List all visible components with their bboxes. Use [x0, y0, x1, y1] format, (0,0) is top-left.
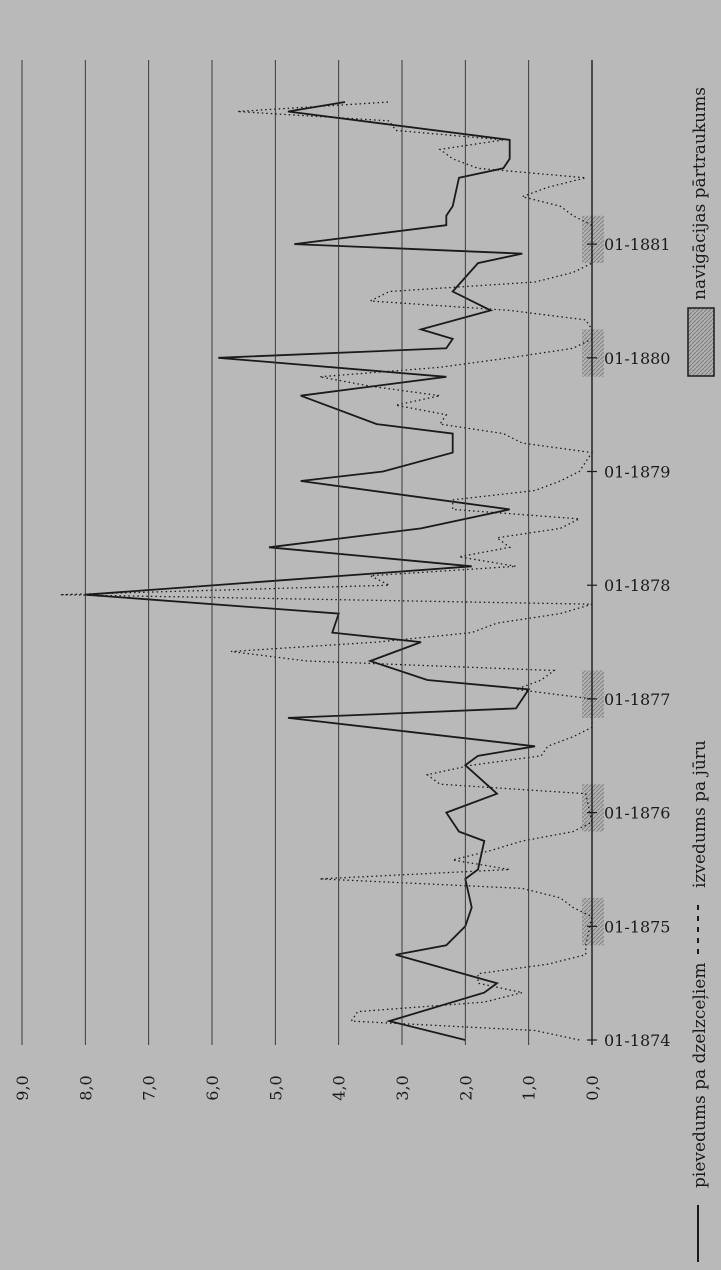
y-tick-label: 8,0: [76, 1075, 95, 1100]
x-tick-label: 01-1877: [604, 690, 670, 709]
series-line-railway: [85, 101, 536, 1041]
y-tick-label: 7,0: [140, 1075, 159, 1100]
legend-label-railway: pievedums pa dzelzceļiem: [690, 963, 710, 1188]
series-line-sea: [59, 101, 594, 1041]
y-tick-label: 6,0: [203, 1075, 222, 1100]
y-tick-label: 4,0: [330, 1075, 349, 1100]
navigation-break-band: [582, 215, 604, 264]
navigation-break-band: [582, 670, 604, 718]
x-tick-label: 01-1876: [604, 804, 670, 823]
legend-label-sea: izvedums pa jūru: [690, 740, 710, 888]
y-tick-label: 2,0: [456, 1075, 475, 1100]
plot-area: [59, 101, 604, 1041]
y-tick-label: 1,0: [520, 1075, 539, 1100]
x-tick-label: 01-1880: [604, 349, 670, 368]
legend: pievedums pa dzelzceļiem izvedums pa jūr…: [687, 87, 715, 1262]
axes: 0,0 1,0 2,0 3,0 4,0 5,0 6,0 7,0 8,0 9,0 01-1874 01-…: [13, 60, 670, 1101]
x-tick-label: 01-1879: [604, 463, 670, 482]
navigation-break-band: [582, 329, 604, 377]
legend-label-navigation-break: navigācijas pārtraukums: [690, 87, 710, 300]
y-tick-label: 9,0: [13, 1075, 32, 1100]
y-tick-label: 3,0: [393, 1075, 412, 1100]
navigation-break-band: [582, 784, 604, 832]
x-tick-label: 01-1881: [604, 235, 670, 254]
x-tick-label: 01-1875: [604, 917, 670, 936]
y-tick-label: 0,0: [583, 1075, 602, 1100]
y-tick-label: 5,0: [266, 1075, 285, 1100]
x-tick-label: 01-1874: [604, 1031, 670, 1050]
legend-swatch-navigation-break: [687, 307, 715, 377]
navigation-break-band: [582, 897, 604, 946]
x-tick-label: 01-1878: [604, 576, 670, 595]
